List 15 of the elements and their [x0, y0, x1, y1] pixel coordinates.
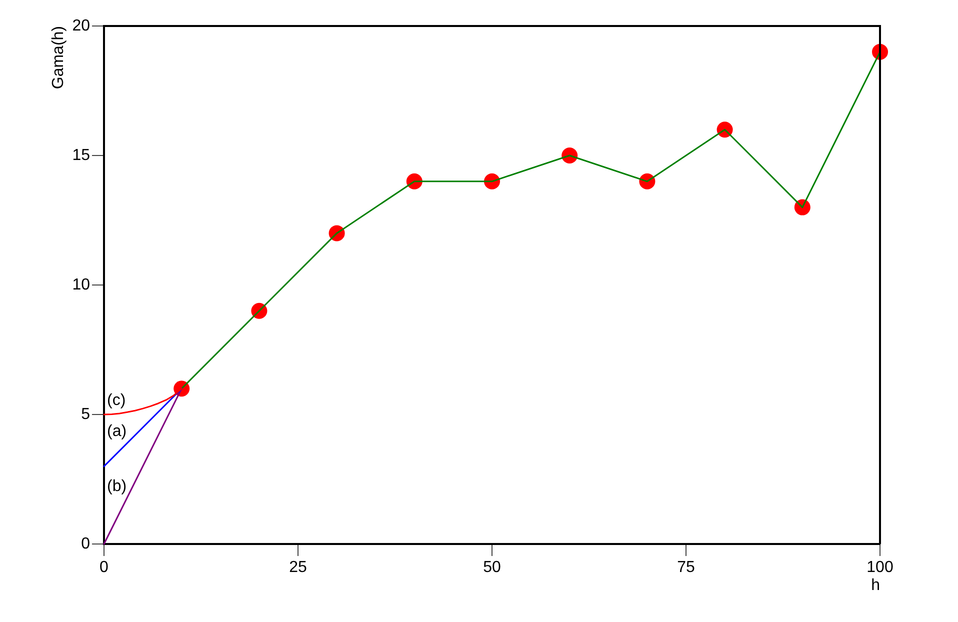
y-axis-title: Gama(h) [50, 26, 68, 90]
x-tick-label: 100 [866, 559, 894, 576]
series-label: (b) [107, 478, 127, 496]
series-label: (a) [107, 423, 127, 440]
y-tick-label: 20 [72, 17, 90, 34]
y-tick-label: 0 [81, 535, 90, 552]
x-tick-label: 0 [100, 559, 109, 576]
y-tick-label: 5 [81, 406, 90, 423]
x-tick-label: 75 [677, 559, 695, 576]
x-tick-label: 50 [483, 559, 501, 576]
x-tick-label: 25 [289, 559, 307, 576]
y-tick-label: 15 [72, 146, 90, 164]
series-label: (c) [107, 392, 126, 409]
x-axis-title: h [871, 576, 880, 594]
y-tick-label: 10 [72, 276, 90, 294]
